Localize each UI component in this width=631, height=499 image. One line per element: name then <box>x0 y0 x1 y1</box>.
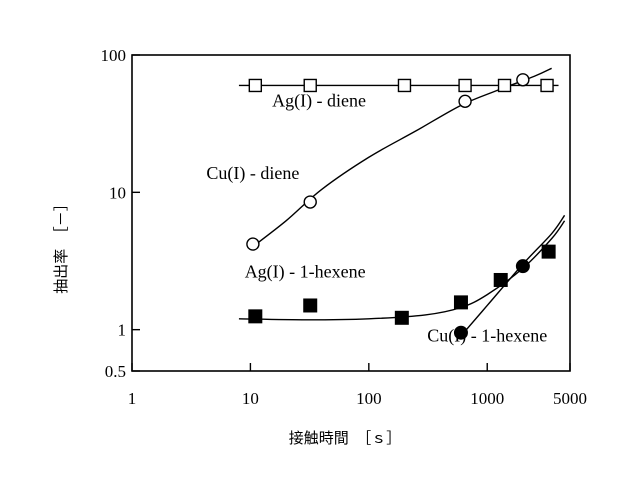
label-ag-i-1-hexene: Ag(I) - 1-hexene <box>245 261 366 282</box>
x-tick-label-1000: 1000 <box>470 389 504 408</box>
series-annotations: Ag(I) - diene Cu(I) - diene Ag(I) - 1-hexe… <box>206 91 547 347</box>
marker-ag-i-diene-4 <box>458 78 472 93</box>
marker-cu-i-1-hexene-2 <box>515 259 530 274</box>
marker-cu-i-diene-3 <box>458 94 472 109</box>
marker-ag-i-diene-2 <box>303 78 317 93</box>
marker-ag-i-1-hexene-1 <box>248 309 263 324</box>
marker-ag-i-1-hexene-5 <box>493 272 508 287</box>
y-tick-label-100: 100 <box>101 46 127 65</box>
x-tick-label-1: 1 <box>128 389 137 408</box>
marker-cu-i-1-hexene-1 <box>453 325 468 340</box>
label-cu-i-1-hexene: Cu(I) - 1-hexene <box>427 325 547 346</box>
x-tick-label-10: 10 <box>242 389 259 408</box>
plot-frame <box>131 54 571 372</box>
data-markers <box>246 73 556 340</box>
marker-ag-i-1-hexene-6 <box>541 244 556 259</box>
y-tick-label-1: 1 <box>118 321 127 340</box>
x-tick-label-5000: 5000 <box>553 389 587 408</box>
marker-ag-i-1-hexene-4 <box>453 295 468 310</box>
y-tick-label-10: 10 <box>109 183 126 202</box>
x-axis-title: 接触時間 ［ｓ］ <box>289 429 402 447</box>
marker-cu-i-diene-2 <box>303 195 317 209</box>
marker-cu-i-diene-4 <box>516 73 530 87</box>
label-ag-i-diene: Ag(I) - diene <box>272 91 366 112</box>
marker-ag-i-diene-3 <box>397 78 412 93</box>
y-axis-title: 抽出率 ［－］ <box>52 196 70 294</box>
marker-ag-i-diene-1 <box>248 78 263 93</box>
marker-ag-i-diene-6 <box>540 78 554 93</box>
marker-ag-i-1-hexene-3 <box>394 310 409 325</box>
marker-ag-i-diene-5 <box>497 78 512 93</box>
label-cu-i-diene: Cu(I) - diene <box>206 163 299 184</box>
marker-ag-i-1-hexene-2 <box>303 298 318 313</box>
marker-cu-i-diene-1 <box>246 237 260 251</box>
y-tick-label-0.5: 0.5 <box>105 362 126 381</box>
x-tick-label-100: 100 <box>356 389 382 408</box>
fit-line-cu-i-1-hexene <box>460 214 566 337</box>
